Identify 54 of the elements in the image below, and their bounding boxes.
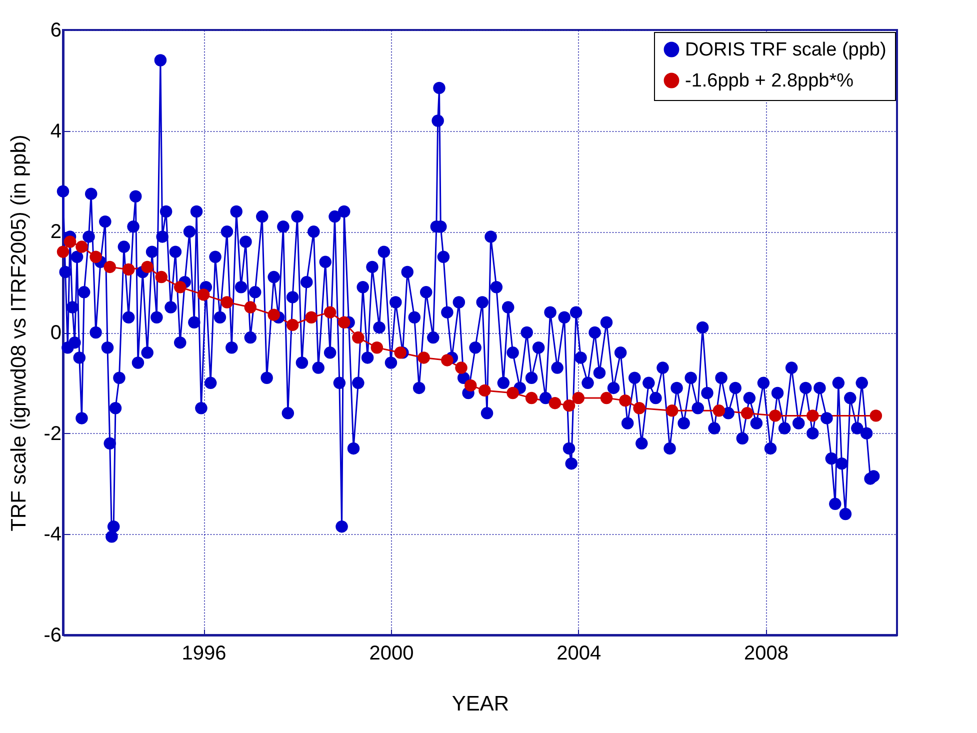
x-tick-label: 1996 bbox=[182, 642, 226, 664]
point bbox=[155, 270, 168, 284]
x-tick-label: 2008 bbox=[744, 642, 789, 664]
point bbox=[806, 410, 819, 422]
point bbox=[197, 288, 210, 301]
y-tick-label: -2 bbox=[44, 422, 62, 445]
point bbox=[394, 346, 406, 359]
point bbox=[548, 396, 562, 410]
point bbox=[220, 296, 234, 308]
point bbox=[244, 301, 257, 314]
point bbox=[174, 281, 186, 294]
point bbox=[478, 384, 491, 397]
point bbox=[600, 392, 613, 404]
y-tick-label: 6 bbox=[50, 20, 62, 42]
legend-label: -1.6ppb + 2.8ppb*% bbox=[685, 70, 854, 92]
y-tick-label: 2 bbox=[50, 221, 62, 244]
point bbox=[352, 331, 364, 344]
point bbox=[740, 407, 754, 420]
point bbox=[769, 410, 782, 422]
point bbox=[338, 316, 350, 329]
point bbox=[76, 240, 88, 253]
point bbox=[418, 352, 430, 364]
point bbox=[870, 410, 882, 422]
x-axis-title: YEAR bbox=[452, 692, 510, 716]
point bbox=[464, 379, 477, 392]
point bbox=[56, 246, 70, 258]
point bbox=[712, 404, 726, 417]
y-axis-title: TRF scale (ignwd08 vs ITRF2005) (in ppb) bbox=[8, 134, 31, 532]
x-tick-label: 2000 bbox=[369, 642, 414, 664]
point bbox=[441, 354, 454, 366]
x-tick-label: 2004 bbox=[556, 642, 602, 664]
y-tick-label: 4 bbox=[50, 120, 62, 142]
point bbox=[104, 260, 116, 274]
point bbox=[506, 386, 519, 400]
point bbox=[268, 308, 280, 321]
y-tick-label: -6 bbox=[44, 624, 62, 646]
point bbox=[666, 404, 678, 417]
point bbox=[122, 263, 135, 276]
point bbox=[324, 306, 336, 318]
point bbox=[64, 236, 76, 248]
point bbox=[619, 394, 632, 407]
y-tick-label: 0 bbox=[50, 322, 62, 344]
point bbox=[370, 342, 384, 354]
point bbox=[633, 402, 646, 414]
point bbox=[572, 392, 585, 404]
point bbox=[525, 392, 538, 404]
y-tick-label: -4 bbox=[44, 524, 62, 546]
point bbox=[562, 399, 576, 412]
legend-label: DORIS TRF scale (ppb) bbox=[685, 40, 886, 60]
point bbox=[141, 260, 154, 274]
point bbox=[305, 311, 318, 324]
point bbox=[90, 250, 102, 263]
point bbox=[286, 318, 299, 332]
point bbox=[455, 362, 468, 374]
